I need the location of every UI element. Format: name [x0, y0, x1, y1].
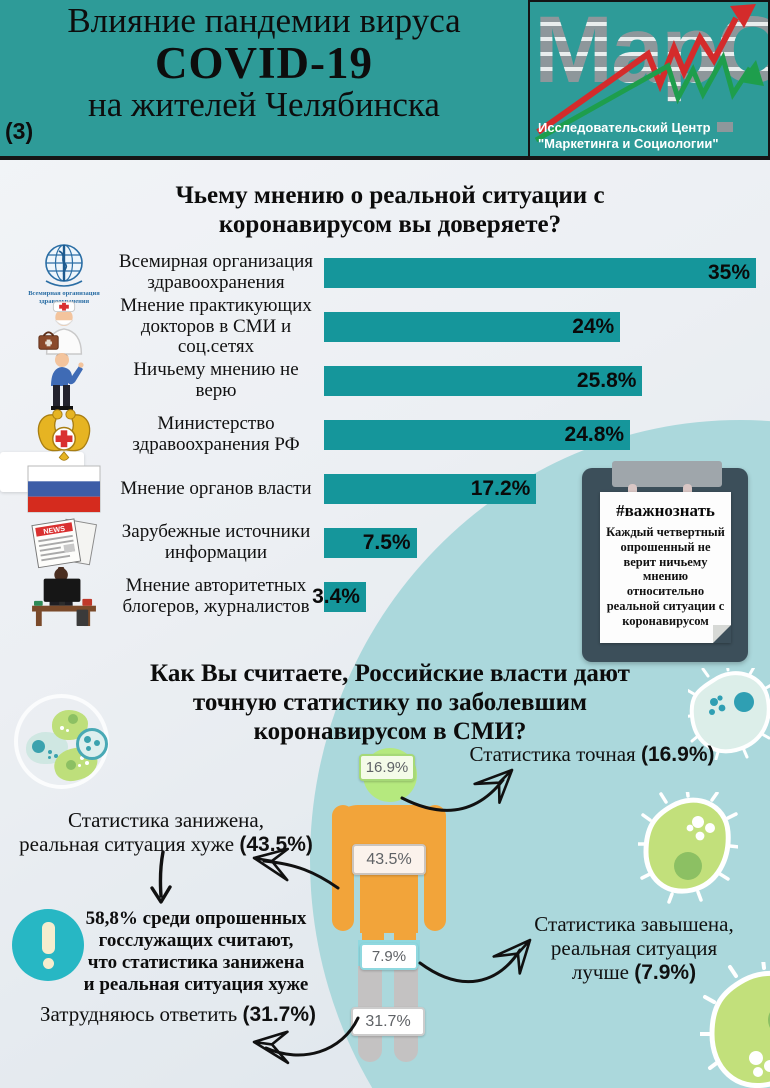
bacteria-dot	[32, 740, 45, 753]
bar-label: Ничьему мнению не верю	[133, 359, 299, 401]
logo-subtitle-line1: Исследовательский Центр	[538, 120, 711, 135]
officials-callout: 58,8% среди опрошенных госслужащих счита…	[83, 908, 309, 995]
note-paper: #важнознать Каждый четвертный опрошенный…	[600, 492, 731, 643]
page-title: Влияние пандемии вируса COVID-19 на жите…	[0, 1, 528, 124]
title-line2-covid: COVID-19	[155, 37, 373, 88]
answer-overstated-pct: (7.9%)	[634, 961, 697, 985]
answer-accurate-pct: (16.9%)	[640, 743, 715, 766]
human-pictogram: 16.9% 43.5% 7.9% 31.7%	[330, 745, 448, 1085]
answer-overstated: Статистика завышена, реальная ситуация л…	[534, 912, 734, 985]
figure-arm	[332, 805, 354, 931]
badge-legs-pct: 31.7%	[351, 1007, 425, 1036]
note-hashtag: #важнознать	[616, 501, 715, 520]
bar-value: 24.8%	[564, 423, 625, 446]
arrow-down	[158, 850, 165, 898]
bar-value: 3.4%	[312, 585, 360, 608]
bar-label: Зарубежные источники информации	[121, 521, 311, 563]
table-row: Ничьему мнению не верю 25.8%	[16, 353, 764, 410]
table-row: Министерство здравоохранения РФ 24.8%	[16, 408, 764, 462]
virus-icon	[638, 792, 738, 904]
clipboard-clip	[612, 461, 722, 487]
bar-value: 24%	[572, 315, 615, 338]
bar-value: 17.2%	[470, 477, 531, 500]
exclamation-icon	[12, 909, 84, 981]
header: Влияние пандемии вируса COVID-19 на жите…	[0, 0, 770, 160]
news-banner-label: NEWS	[43, 524, 66, 536]
bar-ministry: 24.8%	[324, 420, 631, 450]
answer-understated-pct: (43.5%)	[239, 833, 313, 857]
minzdrav-eagle-icon	[37, 409, 91, 461]
virus-icon	[700, 962, 770, 1088]
blogger-desk-icon	[32, 567, 96, 627]
badge-torso-pct: 43.5%	[352, 844, 426, 875]
question1-title: Чьему мнению о реальной ситуации с корон…	[175, 182, 605, 238]
logo-trend-arrows-icon	[534, 4, 764, 143]
who-caption: Всемирная организация здравоохранения	[28, 290, 100, 305]
bar-foreign-sources: 7.5%	[324, 528, 417, 558]
who-emblem-icon	[45, 244, 83, 288]
title-line1: Влияние пандемии вируса	[67, 1, 461, 40]
virus-icon	[688, 668, 770, 760]
answer-undecided: Затрудняюсь ответить (31.7%)	[39, 1002, 316, 1026]
bar-value: 25.8%	[576, 369, 637, 392]
figure-arm	[424, 805, 446, 931]
table-row: Мнение практикующих докторов в СМИ и соц…	[16, 295, 764, 357]
note-body: Каждый четвертный опрошенный не верит ни…	[606, 525, 725, 628]
doctor-icon	[38, 301, 83, 355]
logo-square	[716, 122, 733, 132]
table-row: Всемирная организация здравоохранения Вс…	[16, 244, 764, 305]
petri-dish-icon	[14, 694, 109, 789]
bar-label: Министерство здравоохранения РФ	[132, 413, 300, 455]
table-row: Мнение авторитетных блогеров, журналисто…	[16, 567, 764, 627]
bar-value: 7.5%	[362, 531, 411, 554]
paper-fold-corner	[713, 625, 731, 643]
bar-value: 35%	[707, 261, 750, 284]
answer-undecided-pct: (31.7%)	[242, 1003, 316, 1026]
answer-understated: Статистика занижена, реальная ситуация х…	[19, 808, 313, 857]
bar-label: Мнение органов власти	[120, 477, 312, 499]
russia-flag-icon	[27, 465, 101, 513]
table-row: Мнение органов власти 17.2%	[16, 462, 764, 516]
page-number: (3)	[5, 118, 34, 144]
bar-who: 35%	[324, 258, 756, 288]
bar-authorities: 17.2%	[324, 474, 537, 504]
pointing-man-icon	[51, 353, 84, 410]
bar-doctors: 24%	[324, 312, 621, 342]
badge-head-pct: 16.9%	[359, 754, 415, 781]
title-line3: на жителей Челябинска	[88, 84, 440, 124]
badge-hips-pct: 7.9%	[360, 943, 418, 970]
research-center-logo: МарС Исследовательский Центр "Маркетинга…	[528, 0, 770, 156]
bar-no-one: 25.8%	[324, 366, 643, 396]
bar-label: Мнение практикующих докторов в СМИ и соц…	[120, 294, 312, 358]
answer-accurate: Статистика точная (16.9%)	[469, 742, 715, 766]
trust-bar-chart: Всемирная организация здравоохранения Вс…	[16, 244, 764, 627]
question2-title: Как Вы считаете, Российские власти дают …	[150, 660, 630, 745]
newspapers-icon: NEWS	[31, 518, 98, 569]
logo-subtitle-line2: "Маркетинга и Социологии"	[538, 136, 719, 152]
logo-subtitle: Исследовательский Центр "Маркетинга и Со…	[538, 120, 733, 153]
note-clipboard: #важнознать Каждый четвертный опрошенный…	[582, 461, 748, 662]
bacteria-cell-icon	[76, 728, 108, 760]
bar-bloggers: 3.4%	[312, 582, 366, 612]
bar-label: Мнение авторитетных блогеров, журналисто…	[122, 575, 310, 617]
bar-label: Всемирная организация здравоохранения	[118, 251, 314, 293]
table-row: NEWS Зарубежные источники информации 7.5…	[16, 516, 764, 570]
